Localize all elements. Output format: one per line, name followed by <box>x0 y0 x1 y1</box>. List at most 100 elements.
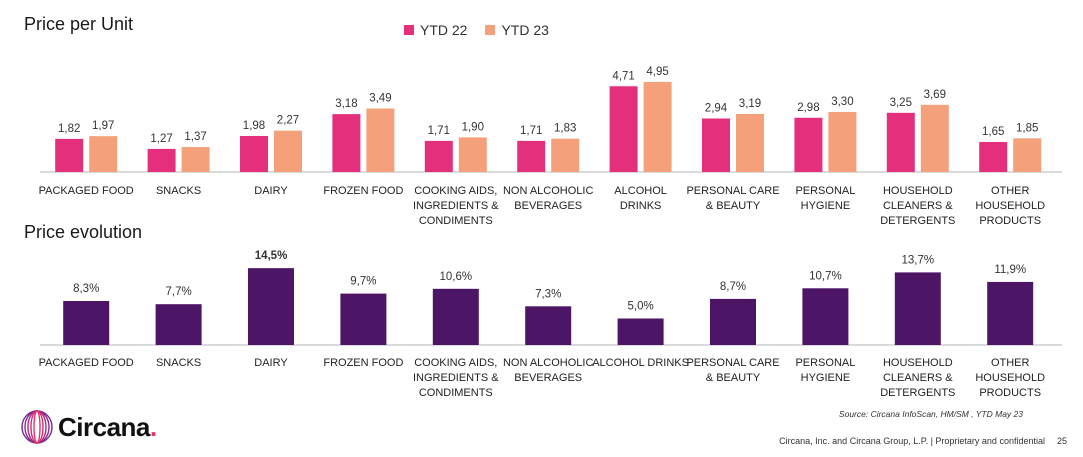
data-label-evolution-6: 5,0% <box>627 301 653 313</box>
data-label-evolution-0: 8,3% <box>73 283 99 295</box>
category-label-top-4-2: CONDIMENTS <box>419 215 493 227</box>
bar-evolution-8 <box>802 288 849 345</box>
bar-ytd23-1 <box>181 147 210 172</box>
bar-ytd22-10 <box>979 141 1008 172</box>
bar-ytd23-4 <box>458 137 487 172</box>
legend-label-ytd23: YTD 23 <box>501 22 549 38</box>
category-label-bottom-10-1: HOUSEHOLD <box>975 372 1045 384</box>
data-label-ytd22-5: 1,71 <box>520 125 542 137</box>
data-label-ytd23-7: 3,19 <box>739 98 761 110</box>
data-label-ytd22-7: 2,94 <box>705 102 728 114</box>
bar-evolution-9 <box>894 272 941 345</box>
source-note: Source: Circana InfoScan, HM/SM , YTD Ma… <box>838 409 1023 419</box>
category-label-top-10-0: OTHER <box>991 185 1030 197</box>
data-label-evolution-7: 8,7% <box>720 281 746 293</box>
category-label-top-0-0: PACKAGED FOOD <box>39 185 134 197</box>
category-label-top-5-0: NON ALCOHOLIC <box>503 185 594 197</box>
circana-logo-icon <box>21 410 53 444</box>
category-label-bottom-0-0: PACKAGED FOOD <box>39 357 134 369</box>
data-label-ytd23-3: 3,49 <box>369 92 391 104</box>
page-number: 25 <box>1056 436 1067 446</box>
legend-swatch-ytd22 <box>404 25 414 35</box>
data-label-ytd23-8: 3,30 <box>831 96 853 108</box>
bar-ytd22-2 <box>240 135 268 172</box>
bar-evolution-10 <box>987 281 1034 345</box>
category-label-bottom-10-0: OTHER <box>991 357 1030 369</box>
category-label-top-9-0: HOUSEHOLD <box>883 185 953 197</box>
data-label-ytd22-3: 3,18 <box>335 98 357 110</box>
category-label-bottom-7-0: PERSONAL CARE <box>686 357 779 369</box>
data-label-evolution-4: 10,6% <box>439 271 472 283</box>
legend-item-ytd22: YTD 22 <box>404 22 467 38</box>
data-label-ytd22-9: 3,25 <box>890 97 912 109</box>
bar-ytd23-10 <box>1013 138 1042 172</box>
data-label-ytd23-5: 1,83 <box>554 123 576 135</box>
footer: Circana, Inc. and Circana Group, L.P. | … <box>779 436 1067 446</box>
bar-ytd23-3 <box>366 108 395 172</box>
footer-company: Circana, Inc. and Circana Group, L.P. | … <box>779 436 1045 446</box>
data-label-ytd22-6: 4,71 <box>612 70 634 82</box>
logo-wordmark: Circana. <box>58 412 157 443</box>
category-label-top-8-0: PERSONAL <box>795 185 855 197</box>
category-label-top-4-0: COOKING AIDS, <box>414 185 497 197</box>
data-label-ytd23-2: 2,27 <box>277 115 299 127</box>
data-label-ytd23-4: 1,90 <box>462 121 484 133</box>
data-label-ytd22-4: 1,71 <box>428 125 450 137</box>
category-label-bottom-2-0: DAIRY <box>254 357 288 369</box>
category-label-bottom-9-2: DETERGENTS <box>880 387 955 399</box>
category-label-bottom-8-0: PERSONAL <box>795 357 855 369</box>
category-label-bottom-5-1: BEVERAGES <box>514 372 582 384</box>
category-label-top-4-1: INGREDIENTS & <box>413 200 499 212</box>
category-label-top-2-0: DAIRY <box>254 185 288 197</box>
legend: YTD 22 YTD 23 <box>404 22 549 38</box>
bar-evolution-5 <box>525 306 572 345</box>
legend-item-ytd23: YTD 23 <box>485 22 549 38</box>
category-label-bottom-4-1: INGREDIENTS & <box>413 372 499 384</box>
category-label-top-6-1: DRINKS <box>620 200 662 212</box>
bar-ytd22-8 <box>794 117 823 172</box>
bar-ytd23-6 <box>643 81 672 172</box>
category-label-bottom-4-2: CONDIMENTS <box>419 387 493 399</box>
category-label-bottom-1-0: SNACKS <box>156 357 201 369</box>
data-label-ytd23-0: 1,97 <box>92 120 114 132</box>
data-label-ytd22-1: 1,27 <box>150 133 172 145</box>
bar-ytd23-8 <box>828 111 857 172</box>
bar-evolution-1 <box>155 304 202 345</box>
logo-dot: . <box>149 411 157 442</box>
bar-ytd22-9 <box>886 112 915 172</box>
data-label-evolution-1: 7,7% <box>165 286 191 298</box>
category-label-bottom-8-1: HYGIENE <box>801 372 851 384</box>
logo-name: Circana <box>58 411 150 442</box>
category-label-top-10-2: PRODUCTS <box>979 215 1041 227</box>
bar-ytd23-2 <box>274 130 302 172</box>
data-label-ytd22-0: 1,82 <box>58 123 80 135</box>
data-label-evolution-3: 9,7% <box>350 276 376 288</box>
bar-ytd22-7 <box>702 118 730 172</box>
data-label-evolution-5: 7,3% <box>535 288 561 300</box>
category-label-top-7-1: & BEAUTY <box>706 200 761 212</box>
category-label-top-5-1: BEVERAGES <box>514 200 582 212</box>
data-label-ytd22-8: 2,98 <box>797 102 819 114</box>
category-label-top-10-1: HOUSEHOLD <box>975 200 1045 212</box>
bar-evolution-6 <box>617 318 664 345</box>
legend-swatch-ytd23 <box>485 25 496 35</box>
data-label-ytd22-10: 1,65 <box>982 126 1004 138</box>
bar-ytd22-1 <box>147 148 176 172</box>
category-label-bottom-10-2: PRODUCTS <box>979 387 1041 399</box>
category-label-bottom-4-0: COOKING AIDS, <box>414 357 497 369</box>
bar-evolution-4 <box>432 288 479 345</box>
bar-ytd22-5 <box>517 140 546 172</box>
category-label-bottom-7-1: & BEAUTY <box>706 372 761 384</box>
category-label-top-9-2: DETERGENTS <box>880 215 955 227</box>
category-label-bottom-6-0: ALCOHOL DRINKS <box>592 357 689 369</box>
category-label-top-1-0: SNACKS <box>156 185 201 197</box>
category-label-top-3-0: FROZEN FOOD <box>323 185 403 197</box>
data-label-ytd22-2: 1,98 <box>243 120 265 132</box>
data-label-evolution-9: 13,7% <box>901 254 934 266</box>
bar-ytd22-0 <box>55 138 84 172</box>
data-label-ytd23-9: 3,69 <box>924 89 946 101</box>
data-label-ytd23-10: 1,85 <box>1016 122 1038 134</box>
bar-ytd23-7 <box>736 113 764 172</box>
data-label-evolution-10: 11,9% <box>994 264 1026 276</box>
